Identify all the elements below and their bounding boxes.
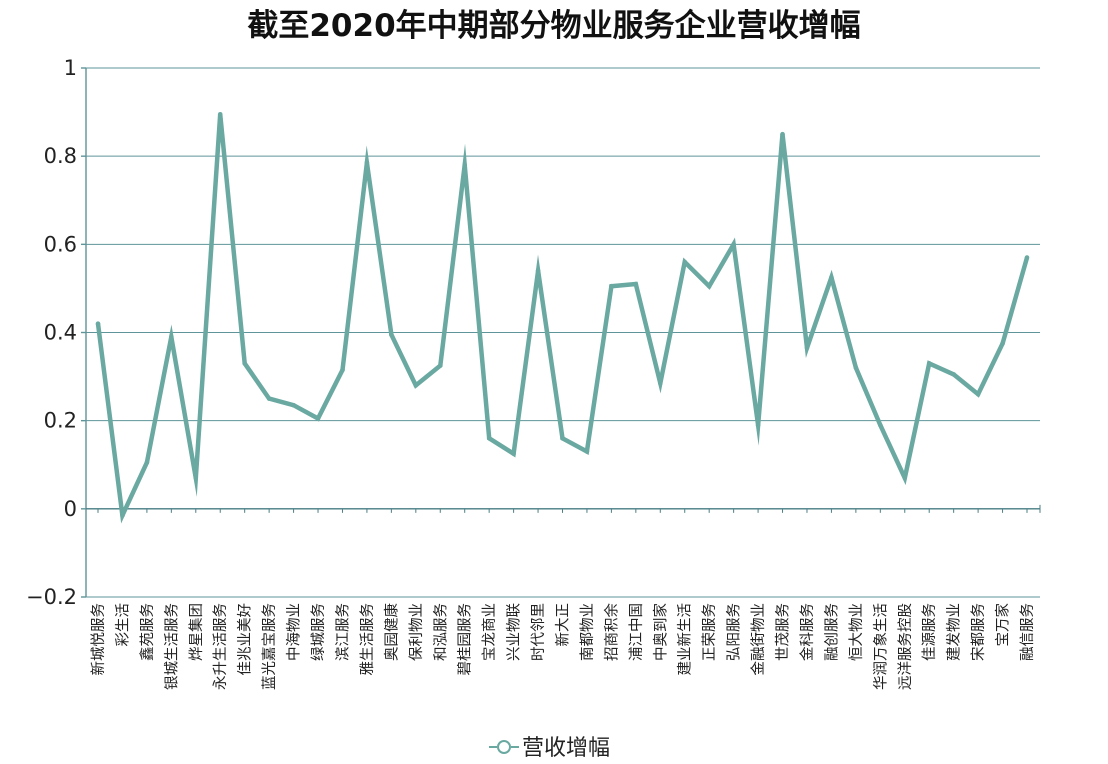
x-tick-label: 佳源服务 [921,603,938,661]
y-axis-ticks: −0.2 0 0.2 0.4 0.6 0.8 1 [26,56,77,609]
x-tick-label: 浦江中国 [628,603,645,661]
data-point [755,422,761,428]
data-point [217,111,223,117]
data-point [315,416,321,421]
data-point [584,449,590,454]
data-point [535,268,541,274]
data-point [413,383,419,388]
x-tick-label: 恒大物业 [848,603,865,661]
data-point [731,242,736,247]
x-tick-label: 金科服务 [799,603,816,661]
x-tick-label: 彩生活 [114,603,131,647]
x-tick-label: 蓝光嘉宝服务 [261,603,278,690]
data-point [902,475,908,481]
data-point [633,281,639,287]
x-tick-label: 碧桂园服务 [457,603,474,676]
x-tick-label: 世茂服务 [775,603,792,661]
x-tick-label: 和泓服务 [432,603,449,661]
data-point [926,361,932,366]
x-tick-label: 远洋服务控股 [897,603,914,690]
data-point [780,131,785,137]
x-tick-label: 建发物业 [946,603,963,661]
y-tick-label: 0.4 [44,321,77,345]
legend-label: 营收增幅 [522,736,610,761]
x-tick-label: 佳兆业美好 [237,603,254,676]
data-point [95,321,101,326]
data-point [291,402,296,408]
data-point [266,396,272,401]
data-point [1024,255,1030,260]
x-tick-label: 新城悦服务 [90,603,107,676]
x-tick-label: 兴业物联 [506,603,523,661]
x-tick-label: 奥园健康 [383,603,400,661]
x-tick-label: 绿城服务 [310,603,327,661]
data-point [804,345,810,351]
x-tick-label: 滨江服务 [334,603,351,661]
y-tick-label: 1 [64,56,77,80]
chart-title: 截至2020年中期部分物业服务企业营收增幅 [247,8,860,44]
data-point [560,436,565,441]
data-point [169,334,174,340]
x-tick-label: 南都物业 [579,603,596,661]
x-tick-label: 烨星集团 [188,603,205,661]
x-tick-label: 保利物业 [408,603,425,661]
data-point [144,460,150,465]
legend-marker-icon [497,740,511,754]
x-tick-label: 中奥到家 [652,603,669,661]
x-tick-label: 中海物业 [286,603,303,661]
legend[interactable]: 营收增幅 [489,736,610,761]
x-tick-label: 宝龙商业 [481,603,498,661]
y-tick-label: 0.8 [44,144,77,168]
x-tick-label: 宝万家 [995,603,1012,647]
data-point [462,162,468,168]
x-tick-label: 建业新生活 [677,603,694,676]
series-line [95,114,1030,524]
x-tick-label: 新大正 [555,603,572,647]
x-tick-label: 弘阳服务 [726,603,743,661]
x-tick-label: 融创服务 [823,603,840,661]
x-tick-label: 鑫苑服务 [138,603,156,661]
data-point [511,451,516,457]
y-tick-label: 0.6 [44,232,77,256]
x-tick-label: 雅生活服务 [359,603,376,676]
data-point [340,367,345,373]
x-tick-label: 融信服务 [1019,603,1036,661]
data-point [682,259,688,265]
x-tick-label: 华润万象生活 [872,603,889,690]
data-point [657,380,663,386]
data-point [951,372,956,377]
x-tick-label: 招商积余 [602,603,620,661]
x-tick-label: 金融街物业 [750,603,767,676]
data-point [486,436,492,441]
data-point [829,275,834,280]
x-tick-label: 时代邻里 [530,603,547,661]
data-point [706,283,712,289]
x-tick-label: 宋都服务 [970,603,987,661]
data-point [1000,341,1005,346]
x-tick-label: 银城生活服务 [163,603,180,690]
y-tick-label: 0.2 [44,409,77,433]
data-point [242,361,247,366]
series-layer [95,111,1030,524]
data-point [609,283,614,289]
x-axis-ticks: 新城悦服务 彩生活 鑫苑服务 银城生活服务 烨星集团 永升生活服务 佳兆业美好 蓝光嘉宝服务中… [90,603,1036,690]
x-tick-label: 正荣服务 [701,603,718,661]
y-tick-label: 0 [64,497,77,521]
data-point [878,422,883,428]
data-point [437,363,443,368]
data-point [193,475,199,481]
data-point [120,513,125,518]
data-point [364,160,370,166]
grid [81,67,1041,598]
data-point [853,365,859,371]
data-point [975,391,981,397]
y-tick-label: −0.2 [26,585,77,609]
x-tick-label: 永升生活服务 [212,603,229,690]
data-point [389,332,394,338]
